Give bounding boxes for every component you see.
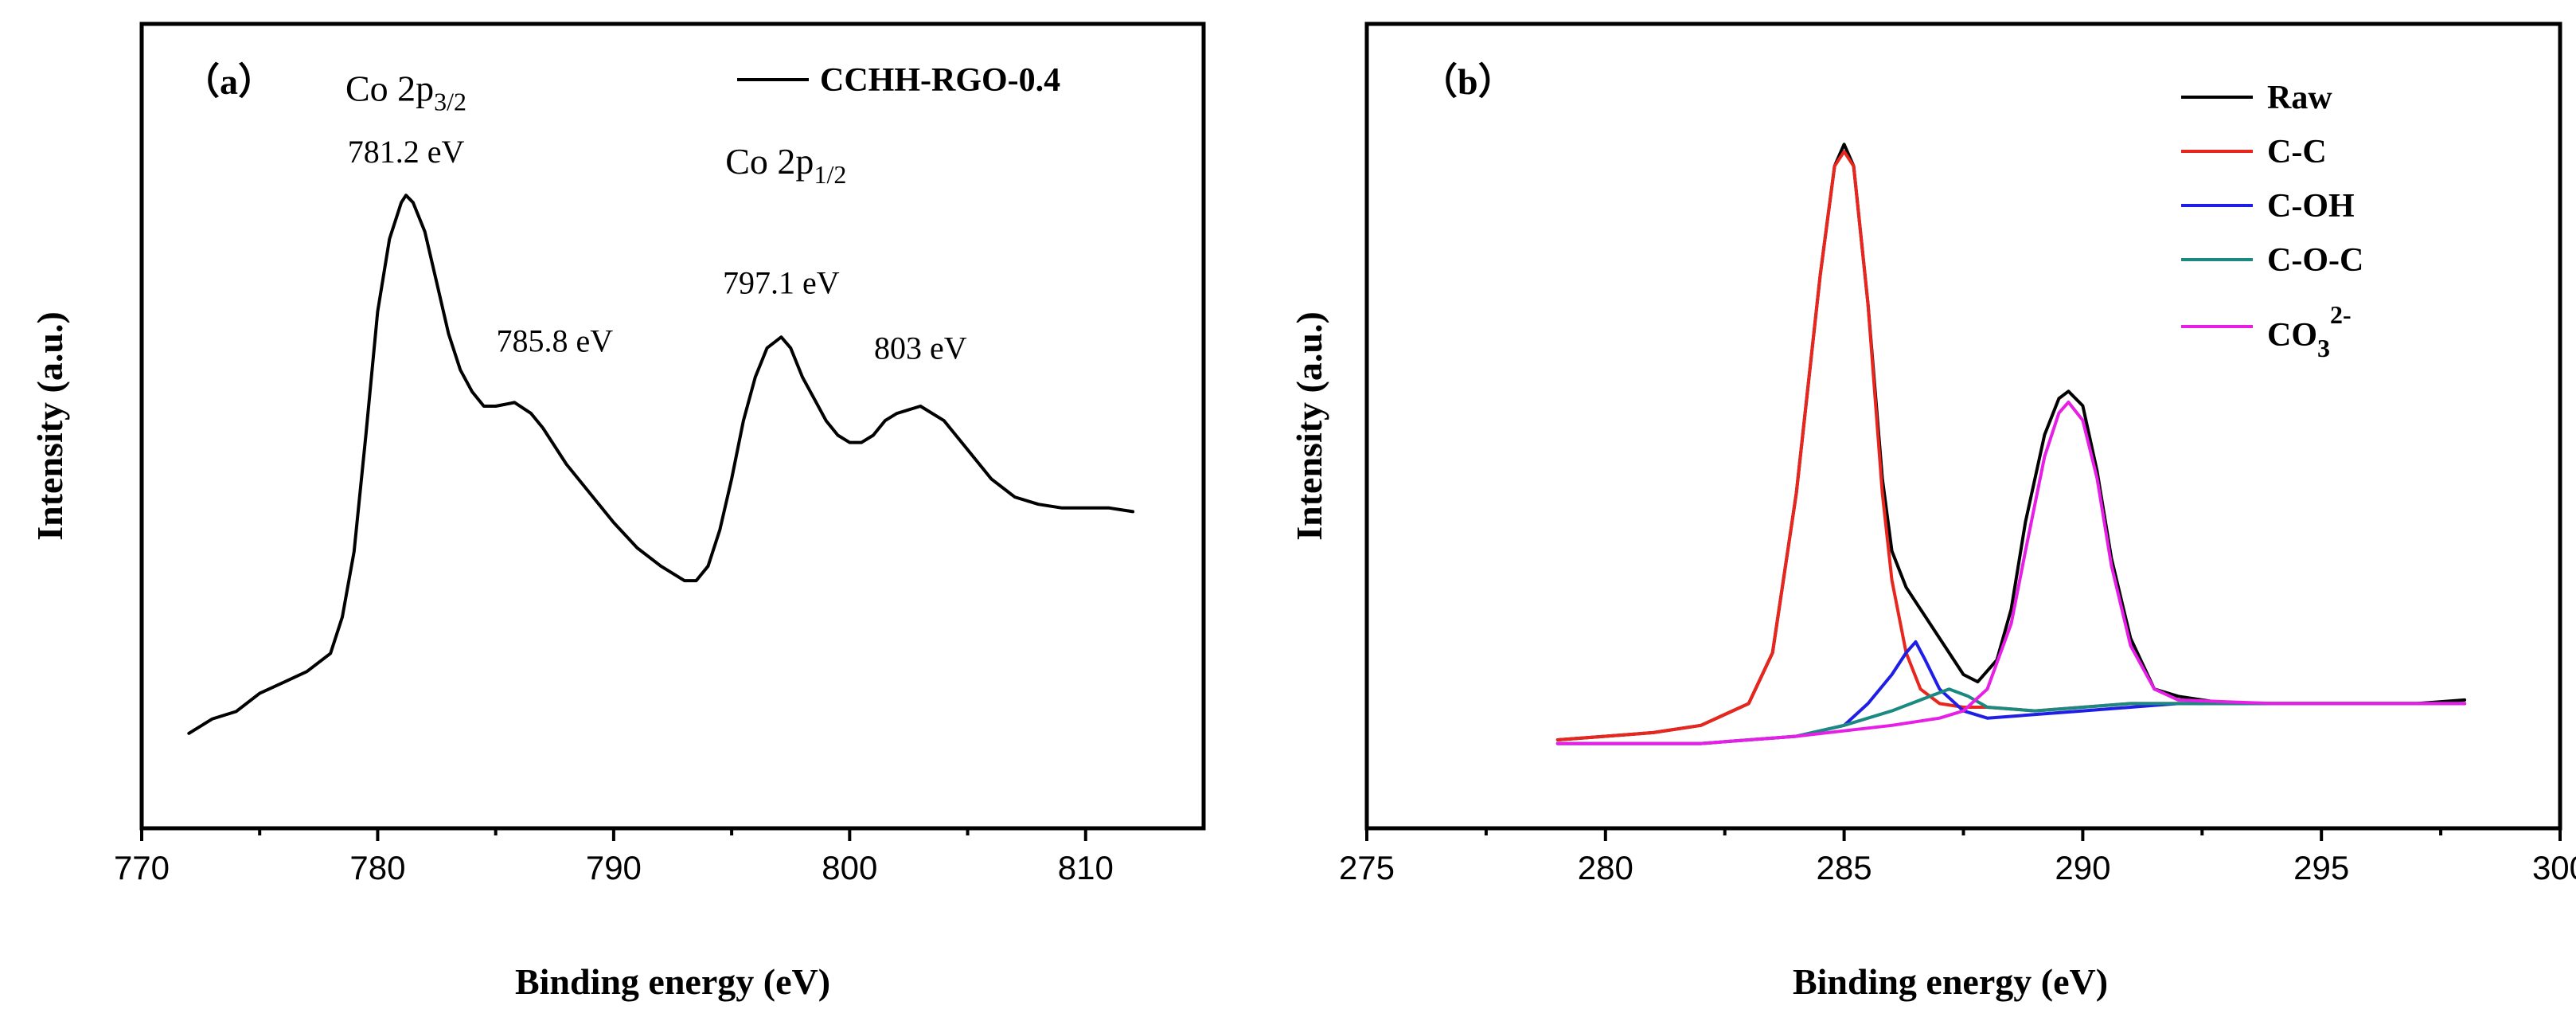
energy-label-785-8-ev: 785.8 eV xyxy=(496,323,613,359)
energy-label-803-ev: 803 eV xyxy=(874,331,967,366)
panel-b-y-axis-label: Intensity (a.u.) xyxy=(1289,311,1329,541)
legend-label-c-oh: C-OH xyxy=(2267,188,2355,225)
panel-a: 770 780 790 800 810 Co 2p3/2 781.2 eV 785.8 eV… xyxy=(29,22,1206,1002)
x-tick-label-810: 810 xyxy=(1058,849,1114,886)
series-c-c-line xyxy=(1555,150,2467,741)
legend-label-c-c: C-C xyxy=(2267,134,2327,170)
panel-a-x-ticks: 770 780 790 800 810 xyxy=(114,828,1114,886)
energy-label-781-2-ev: 781.2 eV xyxy=(348,134,465,170)
legend-label-cchh-rgo: CCHH-RGO-0.4 xyxy=(820,62,1060,99)
panel-a-legend: CCHH-RGO-0.4 xyxy=(737,62,1060,99)
x-tick-label-290: 290 xyxy=(2055,849,2110,886)
series-cchh-rgo-0-4-line xyxy=(187,194,1135,735)
panel-a-x-axis-label: Binding energy (eV) xyxy=(515,961,830,1002)
panel-a-annotations: Co 2p3/2 781.2 eV 785.8 eV Co 2p1/2 797.1 eV… xyxy=(345,68,967,366)
panel-b-curves xyxy=(1555,143,2467,745)
legend-label-raw: Raw xyxy=(2267,80,2332,116)
panel-a-y-axis-label: Intensity (a.u.) xyxy=(29,311,70,541)
legend-label-co3: CO32- xyxy=(2267,300,2352,362)
panel-a-frame xyxy=(139,22,1206,831)
x-tick-label-770: 770 xyxy=(114,849,170,886)
energy-label-797-1-ev: 797.1 eV xyxy=(723,264,840,300)
series-raw-line xyxy=(1555,143,2467,741)
peak-label-3-2: Co 2p3/2 xyxy=(345,68,466,116)
x-tick-label-280: 280 xyxy=(1578,849,1633,886)
legend-label-c-o-c: C-O-C xyxy=(2267,242,2363,279)
x-tick-label-800: 800 xyxy=(822,849,877,886)
panel-b-x-axis-label: Binding energy (eV) xyxy=(1793,961,2108,1002)
x-tick-label-300: 300 xyxy=(2532,849,2576,886)
x-tick-label-275: 275 xyxy=(1339,849,1395,886)
x-tick-label-285: 285 xyxy=(1817,849,1872,886)
x-tick-label-295: 295 xyxy=(2293,849,2349,886)
x-tick-label-790: 790 xyxy=(586,849,642,886)
series-co32-line xyxy=(1555,401,2467,745)
panel-b-legend: Raw C-C C-OH C-O-C CO32- xyxy=(2181,80,2363,362)
panel-b-label: （b） xyxy=(1421,61,1515,102)
series-c-o-c-line xyxy=(1555,687,2467,745)
series-c-oh-line xyxy=(1555,640,2467,745)
panel-a-label: （a） xyxy=(183,61,275,102)
panel-a-curves xyxy=(187,194,1135,735)
x-tick-label-780: 780 xyxy=(349,849,405,886)
peak-label-1-2: Co 2p1/2 xyxy=(725,141,846,189)
panel-b-x-ticks: 275 280 285 290 295 300 xyxy=(1339,828,2576,886)
panel-b: 275 280 285 290 295 300 （b） Raw C-C C-OH C-O-… xyxy=(1289,22,2576,1002)
